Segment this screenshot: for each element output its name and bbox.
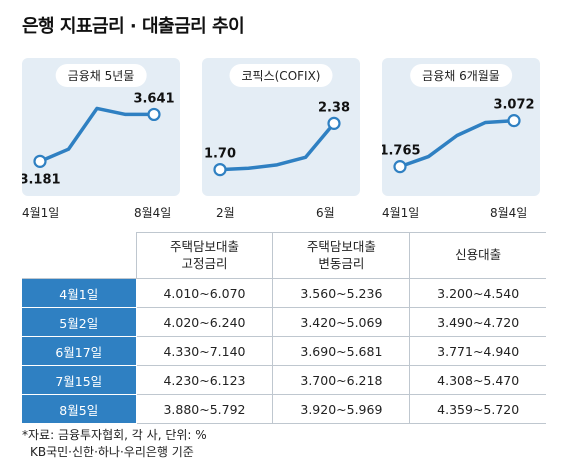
row-date: 7월15일 [22,365,137,395]
x-tick-label: 4월1일 [382,206,420,220]
header-line: 주택담보대출 [306,238,376,254]
x-tick-label: 8월4일 [490,206,528,220]
chart-title-bond-5y: 금융채 5년물 [55,64,147,87]
table-cell: 4.330~7.140 [135,336,274,366]
data-label: 3.181 [22,172,61,187]
table-row: 7월15일 4.230~6.123 3.700~6.218 4.308~5.47… [22,365,546,395]
data-point [507,114,521,128]
header-line: 신용대출 [455,247,502,263]
header-line: 주택담보대출 [169,238,239,254]
chart-svg-cofix: 1.70 2.38 [204,100,350,177]
table-cell: 3.690~5.681 [272,336,411,366]
data-label: 2.38 [318,100,350,115]
table-cell: 4.359~5.720 [409,394,546,424]
data-point [33,154,47,168]
data-point [393,160,407,174]
table-header-row: 주택담보대출 고정금리 주택담보대출 변동금리 신용대출 [22,232,546,279]
table-row: 5월2일 4.020~6.240 3.420~5.069 3.490~4.720 [22,307,546,337]
header-fixed-mortgage: 주택담보대출 고정금리 [135,232,274,279]
chart-title-cofix: 코픽스(COFIX) [229,64,333,87]
table-cell: 3.560~5.236 [272,278,411,308]
table-row: 4월1일 4.010~6.070 3.560~5.236 3.200~4.540 [22,278,546,308]
table-corner-cell [22,232,137,279]
row-date: 6월17일 [22,336,137,366]
page-title: 은행 지표금리 · 대출금리 추이 [22,16,245,37]
row-date: 8월5일 [22,394,137,424]
chart-panel-cofix: 코픽스(COFIX) 1.70 2.38 [202,58,360,196]
series-line [219,122,336,172]
row-date: 4월1일 [22,278,137,308]
table-cell: 4.010~6.070 [135,278,274,308]
chart-panel-bond-6m: 금융채 6개월물 1.765 3.072 [382,58,540,196]
table-cell: 3.920~5.969 [272,394,411,424]
series-line [39,106,154,163]
table-cell: 4.308~5.470 [409,365,546,395]
chart-title-bond-6m: 금융채 6개월물 [410,64,512,87]
x-tick-label: 8월4일 [134,206,172,220]
series-line [399,118,515,169]
chart-svg-bond-5y: 3.181 3.641 [22,91,175,187]
data-point [213,162,227,177]
header-credit-loan: 신용대출 [409,232,546,279]
header-line: 변동금리 [318,255,365,271]
table-cell: 3.420~5.069 [272,307,411,337]
footnote: *자료: 금융투자협회, 각 사, 단위: % KB국민·신한·하나·우리은행 … [22,427,207,461]
data-label: 1.765 [382,144,421,159]
table-cell: 3.700~6.218 [272,365,411,395]
chart-panel-bond-5y: 금융채 5년물 3.181 3.641 [22,58,180,196]
table-cell: 4.020~6.240 [135,307,274,337]
x-tick-label: 4월1일 [22,206,60,220]
row-date: 5월2일 [22,307,137,337]
x-tick-label: 6월 [316,206,335,220]
chart-svg-bond-6m: 1.765 3.072 [382,98,535,174]
data-point [327,116,341,130]
data-point [147,107,161,122]
table-row: 6월17일 4.330~7.140 3.690~5.681 3.771~4.94… [22,336,546,366]
footnote-source: *자료: 금융투자협회, 각 사, 단위: % [22,428,207,442]
table-cell: 3.771~4.940 [409,336,546,366]
header-line: 고정금리 [181,255,228,271]
table-cell: 4.230~6.123 [135,365,274,395]
table-row: 8월5일 3.880~5.792 3.920~5.969 4.359~5.720 [22,394,546,424]
header-variable-mortgage: 주택담보대출 변동금리 [272,232,411,279]
table-cell: 3.490~4.720 [409,307,546,337]
table-cell: 3.880~5.792 [135,394,274,424]
data-label: 3.641 [133,91,174,106]
x-tick-label: 2월 [216,206,235,220]
table-cell: 3.200~4.540 [409,278,546,308]
data-label: 1.70 [204,147,236,162]
data-label: 3.072 [493,98,534,113]
footnote-basis: KB국민·신한·하나·우리은행 기준 [30,445,194,459]
loan-rate-table: 주택담보대출 고정금리 주택담보대출 변동금리 신용대출 4월1일 4.010~6.… [22,232,546,424]
